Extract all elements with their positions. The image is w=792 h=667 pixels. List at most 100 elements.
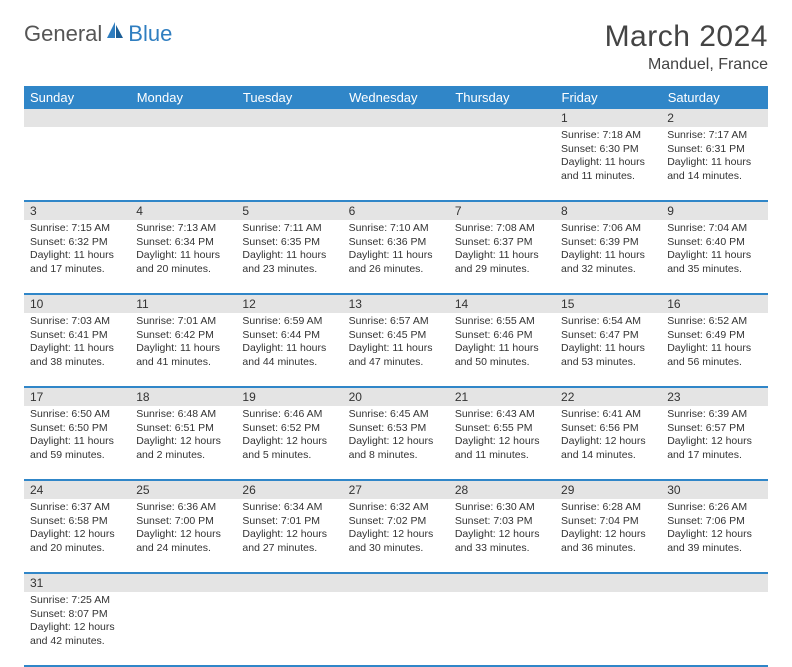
day-cell — [343, 127, 449, 201]
day-number: 10 — [24, 295, 130, 313]
day-details: Sunrise: 7:25 AMSunset: 8:07 PMDaylight:… — [24, 592, 130, 653]
day-number-cell — [449, 573, 555, 592]
day-cell: Sunrise: 6:52 AMSunset: 6:49 PMDaylight:… — [661, 313, 767, 387]
day-number-cell: 1 — [555, 109, 661, 127]
day-cell: Sunrise: 7:01 AMSunset: 6:42 PMDaylight:… — [130, 313, 236, 387]
day-number: 9 — [661, 202, 767, 220]
day-cell: Sunrise: 7:06 AMSunset: 6:39 PMDaylight:… — [555, 220, 661, 294]
day-cell: Sunrise: 6:57 AMSunset: 6:45 PMDaylight:… — [343, 313, 449, 387]
logo-text-blue: Blue — [128, 21, 172, 47]
day-cell: Sunrise: 6:32 AMSunset: 7:02 PMDaylight:… — [343, 499, 449, 573]
day-cell: Sunrise: 6:43 AMSunset: 6:55 PMDaylight:… — [449, 406, 555, 480]
day-details: Sunrise: 7:17 AMSunset: 6:31 PMDaylight:… — [661, 127, 767, 188]
day-number-cell: 10 — [24, 294, 130, 313]
day-number: 16 — [661, 295, 767, 313]
weekday-header-row: SundayMondayTuesdayWednesdayThursdayFrid… — [24, 86, 768, 109]
week-row: Sunrise: 7:15 AMSunset: 6:32 PMDaylight:… — [24, 220, 768, 294]
day-cell — [130, 127, 236, 201]
day-details: Sunrise: 6:48 AMSunset: 6:51 PMDaylight:… — [130, 406, 236, 467]
day-cell — [236, 127, 342, 201]
day-number-cell: 13 — [343, 294, 449, 313]
day-number-cell: 15 — [555, 294, 661, 313]
logo-text-general: General — [24, 21, 102, 47]
day-details: Sunrise: 6:57 AMSunset: 6:45 PMDaylight:… — [343, 313, 449, 374]
day-cell: Sunrise: 6:41 AMSunset: 6:56 PMDaylight:… — [555, 406, 661, 480]
day-number: 20 — [343, 388, 449, 406]
day-number-cell: 7 — [449, 201, 555, 220]
day-details: Sunrise: 7:10 AMSunset: 6:36 PMDaylight:… — [343, 220, 449, 281]
day-cell: Sunrise: 7:11 AMSunset: 6:35 PMDaylight:… — [236, 220, 342, 294]
day-details: Sunrise: 6:39 AMSunset: 6:57 PMDaylight:… — [661, 406, 767, 467]
week-row: Sunrise: 7:18 AMSunset: 6:30 PMDaylight:… — [24, 127, 768, 201]
day-cell: Sunrise: 7:15 AMSunset: 6:32 PMDaylight:… — [24, 220, 130, 294]
day-details: Sunrise: 6:28 AMSunset: 7:04 PMDaylight:… — [555, 499, 661, 560]
weekday-header: Tuesday — [236, 86, 342, 109]
day-cell: Sunrise: 7:13 AMSunset: 6:34 PMDaylight:… — [130, 220, 236, 294]
daynum-row: 24252627282930 — [24, 480, 768, 499]
day-number-cell: 16 — [661, 294, 767, 313]
day-number-cell: 24 — [24, 480, 130, 499]
day-number-cell: 23 — [661, 387, 767, 406]
day-number: 30 — [661, 481, 767, 499]
day-details: Sunrise: 6:26 AMSunset: 7:06 PMDaylight:… — [661, 499, 767, 560]
day-number: 3 — [24, 202, 130, 220]
day-number: 12 — [236, 295, 342, 313]
day-number-cell: 30 — [661, 480, 767, 499]
day-details: Sunrise: 6:43 AMSunset: 6:55 PMDaylight:… — [449, 406, 555, 467]
day-number-cell: 25 — [130, 480, 236, 499]
day-number: 1 — [555, 109, 661, 127]
weekday-header: Sunday — [24, 86, 130, 109]
weekday-header: Saturday — [661, 86, 767, 109]
day-number-cell: 3 — [24, 201, 130, 220]
day-number-cell — [130, 109, 236, 127]
day-number: 25 — [130, 481, 236, 499]
day-number: 24 — [24, 481, 130, 499]
day-number: 7 — [449, 202, 555, 220]
day-details: Sunrise: 7:18 AMSunset: 6:30 PMDaylight:… — [555, 127, 661, 188]
day-cell — [661, 592, 767, 666]
calendar-table: SundayMondayTuesdayWednesdayThursdayFrid… — [24, 86, 768, 667]
day-number-cell: 31 — [24, 573, 130, 592]
day-details: Sunrise: 6:59 AMSunset: 6:44 PMDaylight:… — [236, 313, 342, 374]
day-cell: Sunrise: 7:10 AMSunset: 6:36 PMDaylight:… — [343, 220, 449, 294]
day-details: Sunrise: 7:03 AMSunset: 6:41 PMDaylight:… — [24, 313, 130, 374]
day-number-cell: 6 — [343, 201, 449, 220]
day-cell: Sunrise: 6:50 AMSunset: 6:50 PMDaylight:… — [24, 406, 130, 480]
day-cell — [449, 592, 555, 666]
month-title: March 2024 — [605, 20, 768, 54]
day-number-cell — [130, 573, 236, 592]
day-details: Sunrise: 6:37 AMSunset: 6:58 PMDaylight:… — [24, 499, 130, 560]
day-number-cell: 14 — [449, 294, 555, 313]
location: Manduel, France — [605, 56, 768, 74]
day-cell — [449, 127, 555, 201]
day-details: Sunrise: 6:46 AMSunset: 6:52 PMDaylight:… — [236, 406, 342, 467]
day-details: Sunrise: 7:06 AMSunset: 6:39 PMDaylight:… — [555, 220, 661, 281]
day-number: 5 — [236, 202, 342, 220]
day-number: 15 — [555, 295, 661, 313]
day-cell: Sunrise: 7:25 AMSunset: 8:07 PMDaylight:… — [24, 592, 130, 666]
day-cell: Sunrise: 6:36 AMSunset: 7:00 PMDaylight:… — [130, 499, 236, 573]
day-cell: Sunrise: 6:48 AMSunset: 6:51 PMDaylight:… — [130, 406, 236, 480]
daynum-row: 10111213141516 — [24, 294, 768, 313]
daynum-row: 17181920212223 — [24, 387, 768, 406]
day-number: 18 — [130, 388, 236, 406]
day-number: 13 — [343, 295, 449, 313]
day-number: 8 — [555, 202, 661, 220]
day-number: 17 — [24, 388, 130, 406]
day-details: Sunrise: 6:55 AMSunset: 6:46 PMDaylight:… — [449, 313, 555, 374]
day-cell: Sunrise: 7:03 AMSunset: 6:41 PMDaylight:… — [24, 313, 130, 387]
day-cell: Sunrise: 6:54 AMSunset: 6:47 PMDaylight:… — [555, 313, 661, 387]
day-number-cell — [449, 109, 555, 127]
day-number: 4 — [130, 202, 236, 220]
day-details: Sunrise: 6:36 AMSunset: 7:00 PMDaylight:… — [130, 499, 236, 560]
day-number-cell: 17 — [24, 387, 130, 406]
day-number-cell: 4 — [130, 201, 236, 220]
day-number: 31 — [24, 574, 130, 592]
day-cell: Sunrise: 6:45 AMSunset: 6:53 PMDaylight:… — [343, 406, 449, 480]
day-details: Sunrise: 6:30 AMSunset: 7:03 PMDaylight:… — [449, 499, 555, 560]
weekday-header: Thursday — [449, 86, 555, 109]
week-row: Sunrise: 6:37 AMSunset: 6:58 PMDaylight:… — [24, 499, 768, 573]
day-details: Sunrise: 7:11 AMSunset: 6:35 PMDaylight:… — [236, 220, 342, 281]
day-number-cell: 22 — [555, 387, 661, 406]
day-number: 2 — [661, 109, 767, 127]
